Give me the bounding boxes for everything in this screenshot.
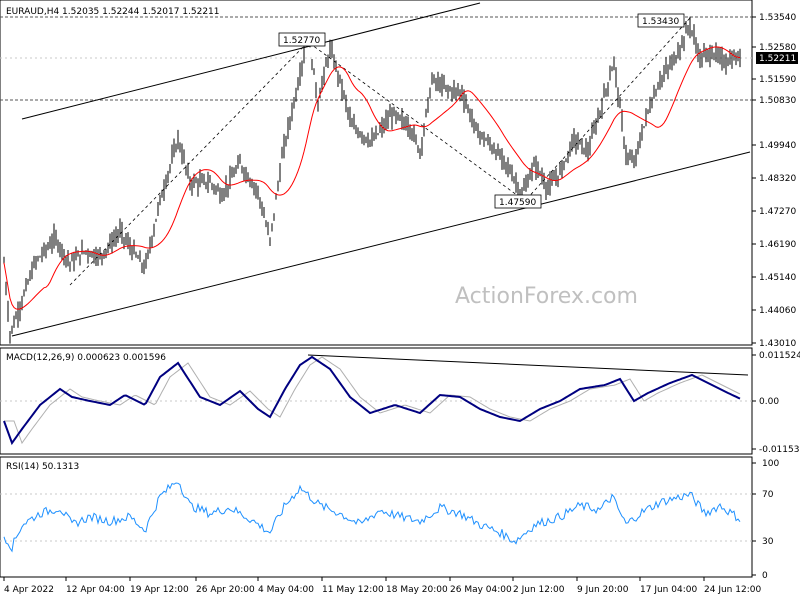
rsi-axis: 100 70 30 0 [752,459,779,581]
macd-trend-line [307,354,749,376]
time-tick-label: 11 May 12:00 [322,585,384,595]
swing-line [69,17,691,286]
rsi-tick-label: 0 [762,571,768,581]
macd-line [3,355,741,446]
price-tick-label: 1.43010 [759,339,796,349]
price-tick-label: 1.50830 [759,96,796,106]
rsi-header: RSI(14) 50.1313 [6,462,79,472]
label-peak-left-box [278,32,326,47]
current-price-box [756,52,798,64]
price-tick-label: 1.47270 [759,207,796,217]
label-peak-right: 1.53430 [637,13,685,28]
time-tick-label: 26 May 04:00 [450,585,512,595]
price-axis: 1.53540 1.52580 1.51590 1.50830 1.49940 1.483… [752,13,798,349]
price-panel-frame [0,0,753,346]
time-tick-label: 2 Jun 12:00 [513,585,565,595]
time-tick-label: 9 Jun 20:00 [577,585,629,595]
time-axis: 4 Apr 2022 12 Apr 04:00 19 Apr 12:00 26 Apr… [3,577,761,595]
time-tick-label: 17 Jun 04:00 [640,585,697,595]
label-low-mid: 1.47590 [494,194,542,209]
moving-average-line [3,46,741,310]
channel-lower-line [11,151,751,337]
macd-tick-label: -0.011537 [759,445,800,455]
time-tick-label: 18 May 20:00 [386,585,448,595]
macd-panel: MACD(12,26,9) 0.000623 0.001596 [0,347,753,455]
price-tick-label: 1.46190 [759,240,796,250]
label-low-mid-box [494,194,542,209]
rsi-tick-label: 70 [762,490,774,500]
current-price-label: 1.52211 [759,54,796,64]
macd-header: MACD(12,26,9) 0.000623 0.001596 [6,353,166,363]
time-tick-label: 24 Jun 12:00 [704,585,761,595]
macd-tick-label: 0.00 [759,397,779,407]
label-peak-right-text: 1.53430 [642,17,679,27]
price-tick-label: 1.44060 [759,306,796,316]
label-peak-left-text: 1.52770 [283,36,320,46]
price-tick-label: 1.52580 [759,43,796,53]
symbol-header: EURAUD,H4 1.52035 1.52244 1.52017 1.5221… [6,7,220,17]
rsi-tick-label: 30 [762,537,774,547]
rsi-tick-label: 100 [762,459,779,469]
price-tick-label: 1.49940 [759,141,796,151]
macd-tick-label: 0.011524 [759,351,800,361]
macd-axis: 0.011524 0.00 -0.011537 [752,351,800,455]
label-low-mid-text: 1.47590 [499,198,536,208]
price-panel: EURAUD,H4 1.52035 1.52244 1.52017 1.5221… [0,0,753,346]
price-tick-label: 1.45140 [759,273,796,283]
watermark: ActionForex.com [455,284,638,309]
price-tick-label: 1.51590 [759,75,796,85]
rsi-panel-frame [0,456,753,578]
label-peak-right-box [637,13,685,28]
price-bars [3,16,741,344]
rsi-line [3,482,741,553]
price-tick-label: 1.48320 [759,174,796,184]
time-tick-label: 4 Apr 2022 [4,585,54,595]
macd-signal-line [4,356,741,445]
time-tick-label: 26 Apr 20:00 [196,585,255,595]
label-peak-left: 1.52770 [278,32,326,47]
rsi-panel: RSI(14) 50.1313 [0,456,753,578]
time-tick-label: 4 May 04:00 [258,585,314,595]
time-tick-label: 19 Apr 12:00 [130,585,189,595]
price-tick-label: 1.53540 [759,13,796,23]
time-tick-label: 12 Apr 04:00 [66,585,125,595]
channel-upper-line [21,2,481,120]
